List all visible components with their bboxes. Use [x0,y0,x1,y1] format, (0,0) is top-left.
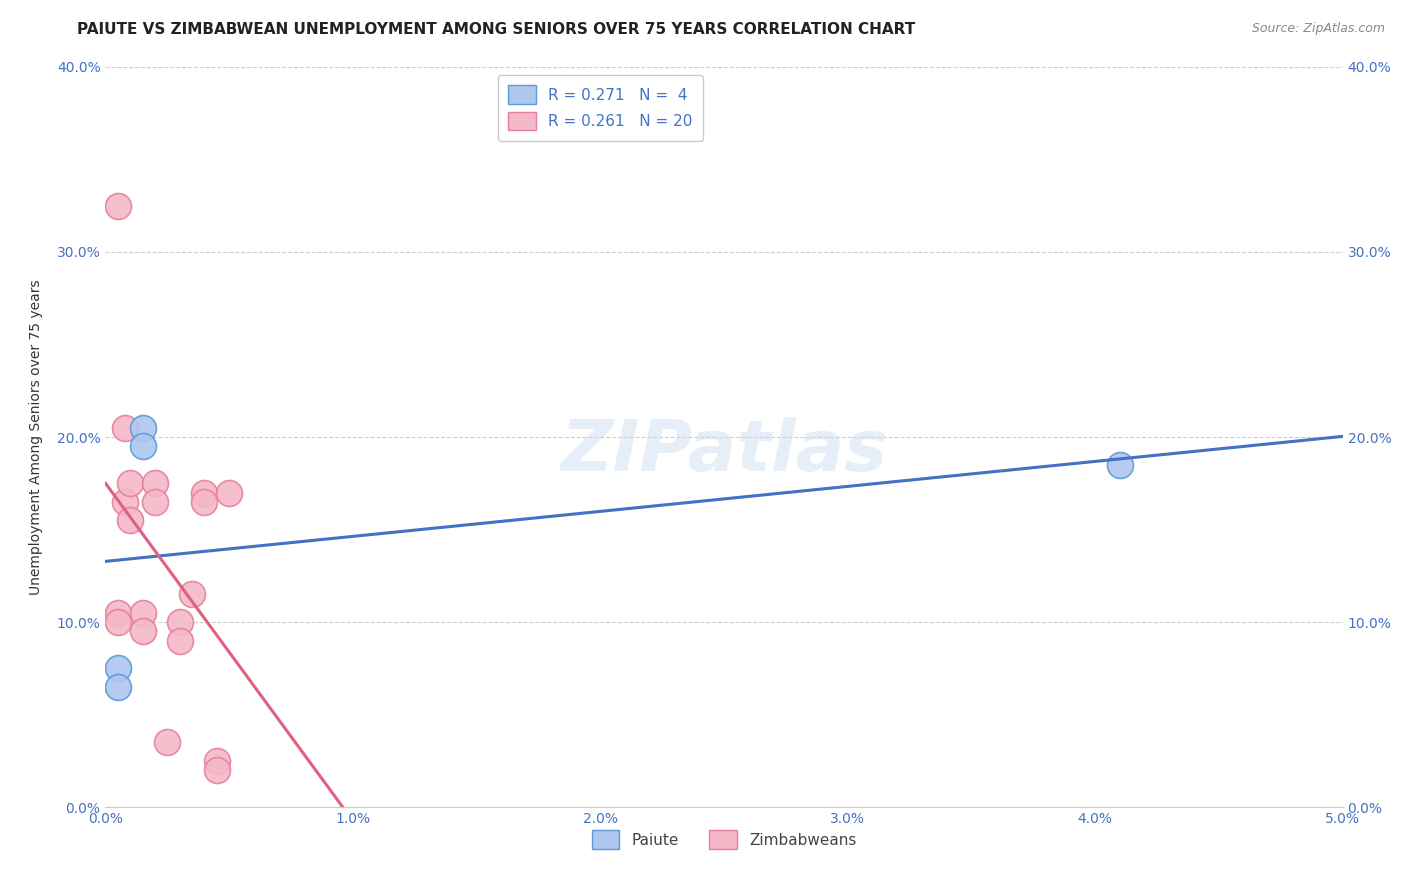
Point [1109,458,1132,472]
Point [107,606,129,620]
Point [156,735,179,749]
Point [114,421,136,435]
Point [193,485,215,500]
Point [131,624,153,639]
Point [205,764,228,778]
Point [218,485,240,500]
Point [181,587,204,601]
Point [114,495,136,509]
Text: PAIUTE VS ZIMBABWEAN UNEMPLOYMENT AMONG SENIORS OVER 75 YEARS CORRELATION CHART: PAIUTE VS ZIMBABWEAN UNEMPLOYMENT AMONG … [77,22,915,37]
Point [120,513,142,527]
Point [120,476,142,491]
Point [107,199,129,213]
Text: Source: ZipAtlas.com: Source: ZipAtlas.com [1251,22,1385,36]
Point [107,661,129,675]
Point [169,615,191,630]
Point [107,615,129,630]
Point [107,680,129,694]
Point [143,476,166,491]
Point [131,606,153,620]
Point [193,495,215,509]
Text: ZIPatlas: ZIPatlas [561,417,887,486]
Point [169,633,191,648]
Y-axis label: Unemployment Among Seniors over 75 years: Unemployment Among Seniors over 75 years [30,279,42,595]
Point [143,495,166,509]
Point [205,754,228,768]
Point [131,421,153,435]
Legend: Paiute, Zimbabweans: Paiute, Zimbabweans [586,824,862,855]
Point [131,439,153,453]
